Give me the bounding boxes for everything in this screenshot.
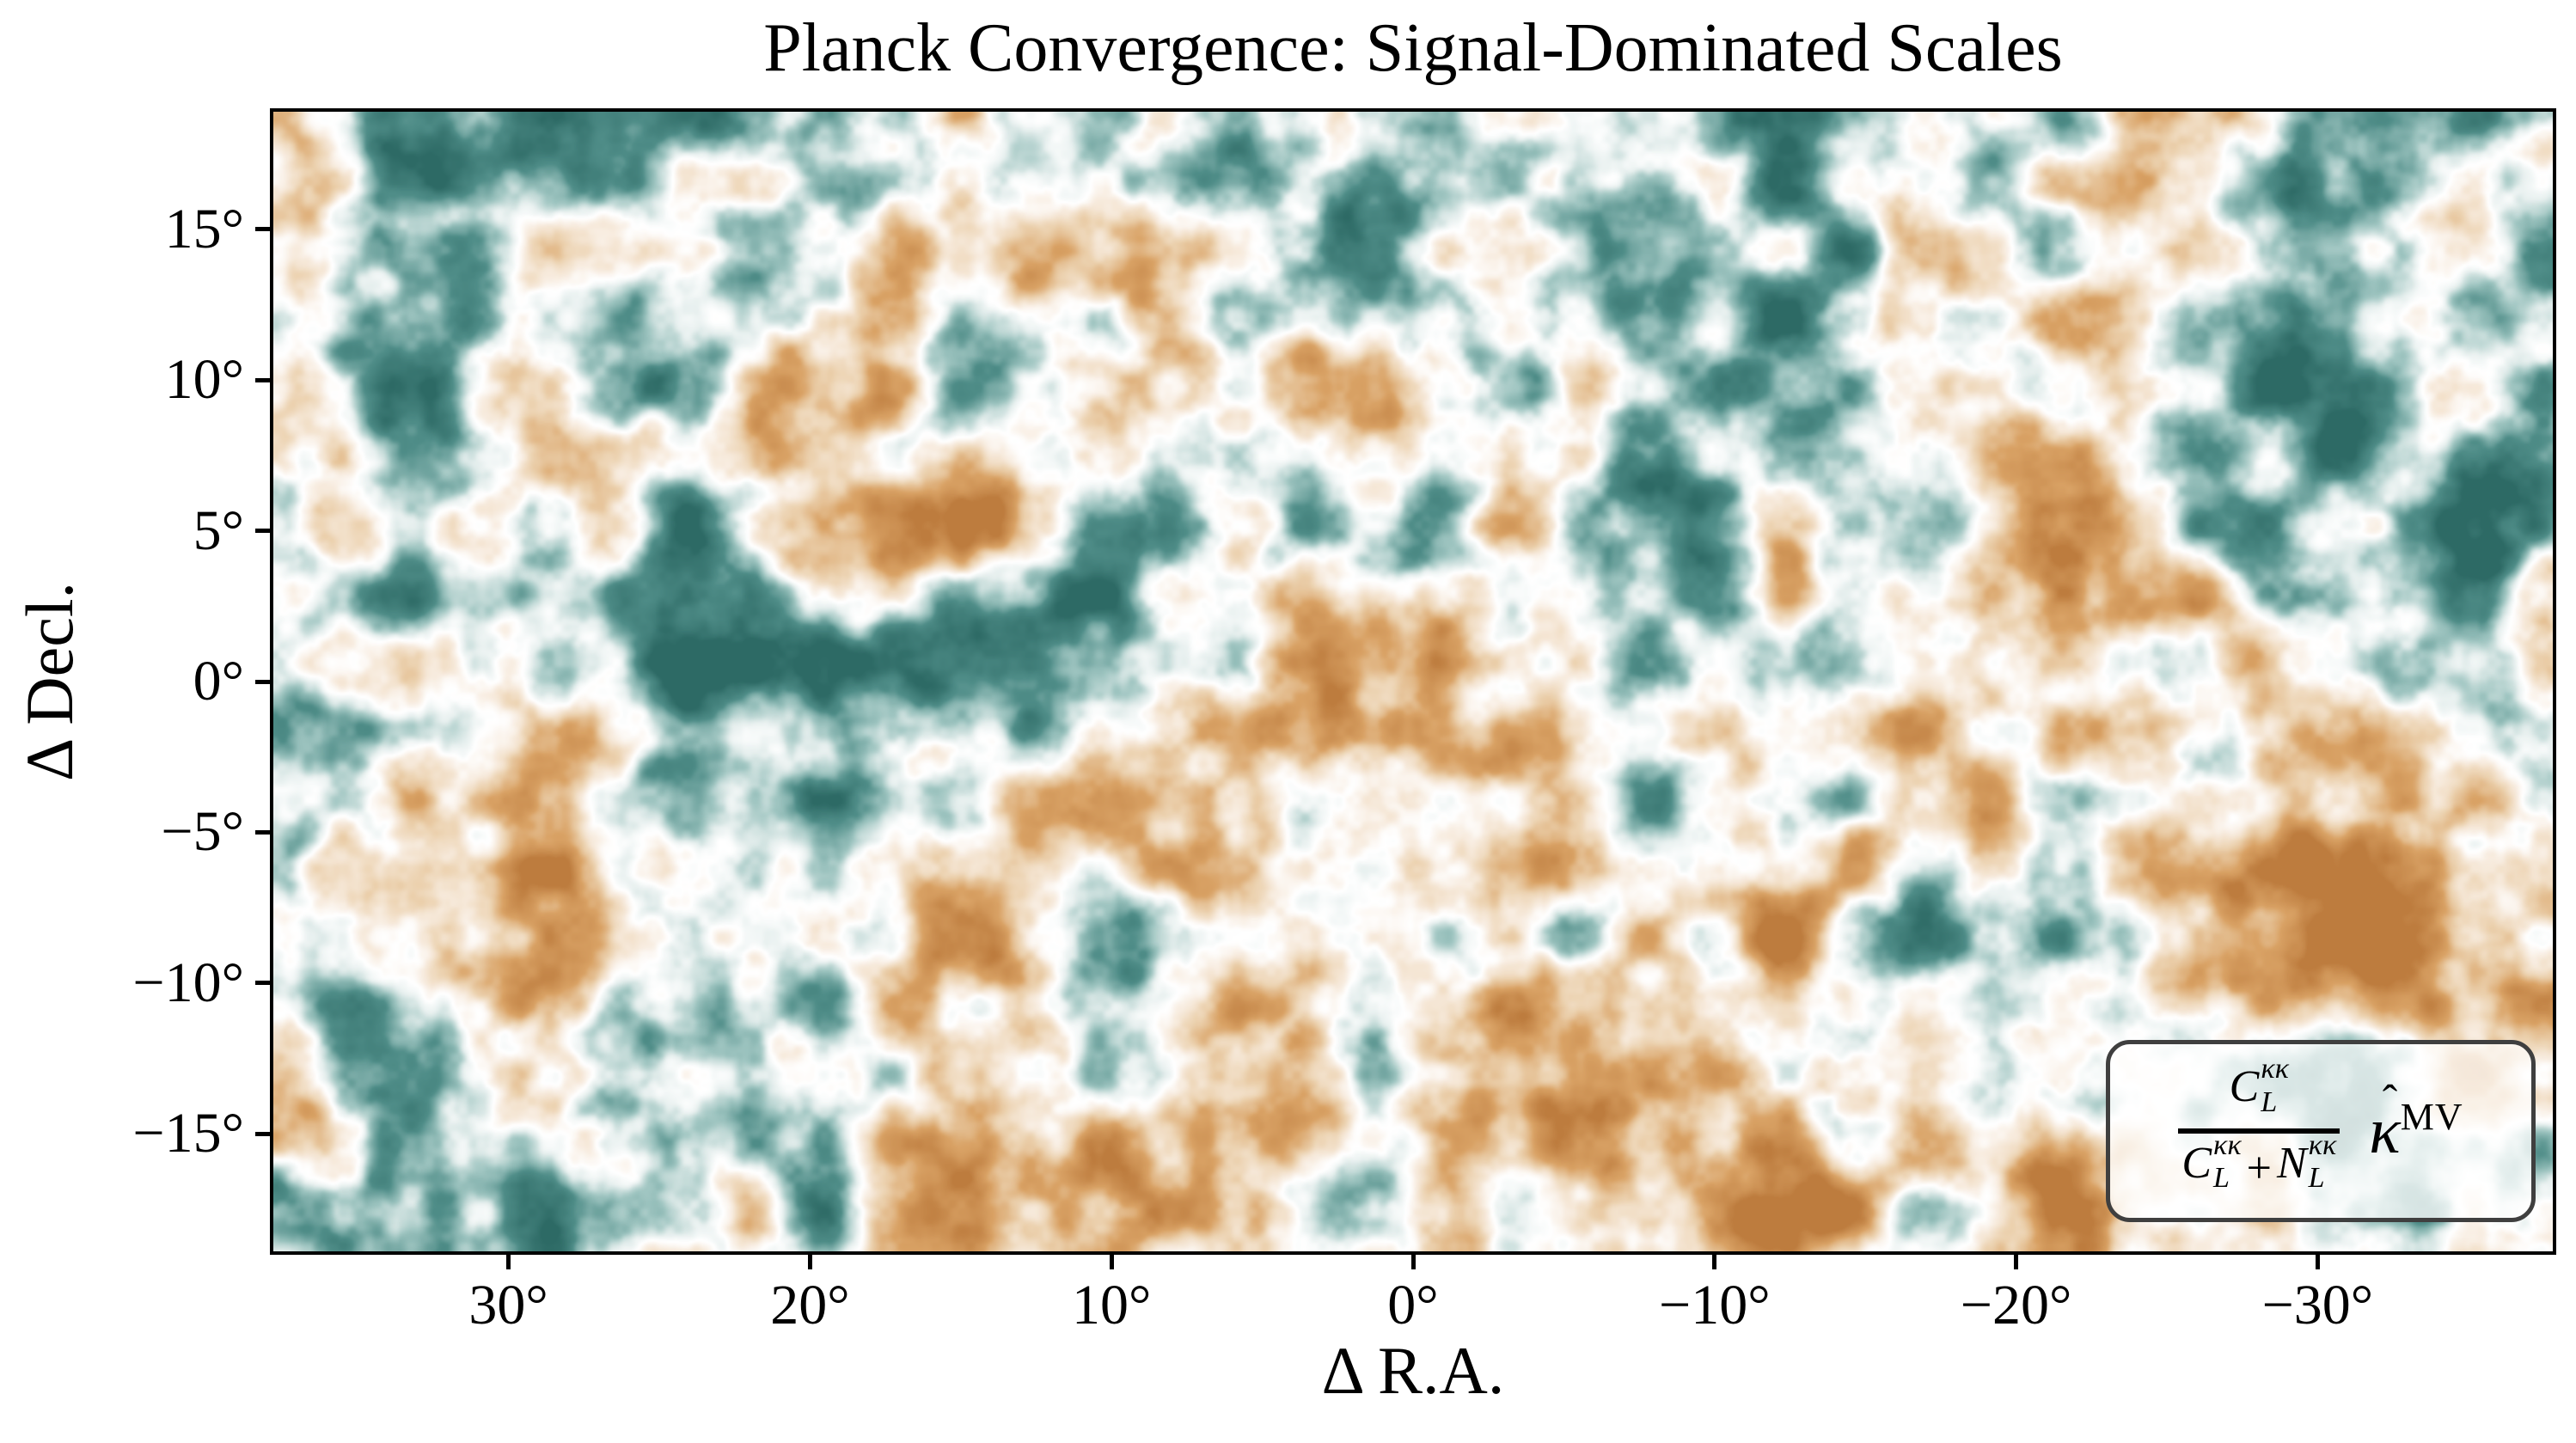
x-tick-mark [1712,1255,1717,1269]
legend-kappa-kappa-superscript: κκ [2213,1129,2242,1162]
legend-subsup: κκ L [2261,1053,2289,1117]
x-tick-label: −30° [2261,1274,2374,1336]
y-tick-label: 5° [193,498,244,562]
y-tick-mark [255,981,270,986]
legend-L-subscript: L [2213,1162,2230,1195]
legend-plus-sign: + [2246,1144,2272,1194]
y-tick-mark [255,227,270,232]
legend-subsup: κκ L [2213,1129,2242,1193]
x-tick-mark [2014,1255,2019,1269]
y-tick-label: 15° [164,197,244,260]
x-tick-label: 10° [1072,1274,1152,1336]
legend-L-subscript: L [2261,1085,2278,1118]
x-tick-mark [1109,1255,1114,1269]
x-axis-label: Δ R.A. [1321,1333,1505,1408]
x-tick-mark [506,1255,511,1269]
y-tick-mark [255,1131,270,1136]
hat-accent: ˆ [2382,1077,2398,1127]
legend-L-subscript: L [2308,1162,2325,1195]
y-tick-mark [255,377,270,382]
legend-N-symbol: N [2276,1139,2307,1188]
x-tick-mark [807,1255,812,1269]
y-tick-mark [255,679,270,684]
legend-kappa-kappa-superscript: κκ [2308,1129,2337,1162]
x-tick-label: 30° [468,1274,548,1336]
x-tick-mark [1410,1255,1416,1269]
y-axis-label: Δ Decl. [12,581,88,782]
y-tick-label: −15° [132,1102,244,1165]
y-tick-label: 0° [193,650,244,712]
y-tick-mark [255,529,270,534]
y-tick-label: −5° [161,800,244,864]
legend-C-symbol: C [2229,1062,2260,1112]
x-tick-label: 0° [1387,1274,1439,1336]
figure-title: Planck Convergence: Signal-Dominated Sca… [763,10,2063,86]
x-tick-mark [2315,1255,2320,1269]
kappa-glyph: κ [2369,1095,2401,1167]
y-tick-label: 10° [164,348,244,412]
y-tick-mark [255,829,270,835]
x-tick-label: −20° [1960,1274,2072,1336]
y-axis-ticks: 15° 10° 5° 0° −5° −10° −15° [0,112,270,1251]
legend-kappa-estimator: ˆ κMV [2369,1079,2463,1167]
mv-superscript: MV [2400,1095,2463,1138]
legend-kappa-kappa-superscript: κκ [2261,1053,2289,1085]
x-tick-label: −10° [1658,1274,1771,1336]
legend-subsup: κκ L [2308,1129,2337,1193]
y-tick-label: −10° [132,951,244,1014]
x-tick-label: 20° [770,1274,850,1336]
legend-C-symbol: C [2181,1139,2212,1188]
